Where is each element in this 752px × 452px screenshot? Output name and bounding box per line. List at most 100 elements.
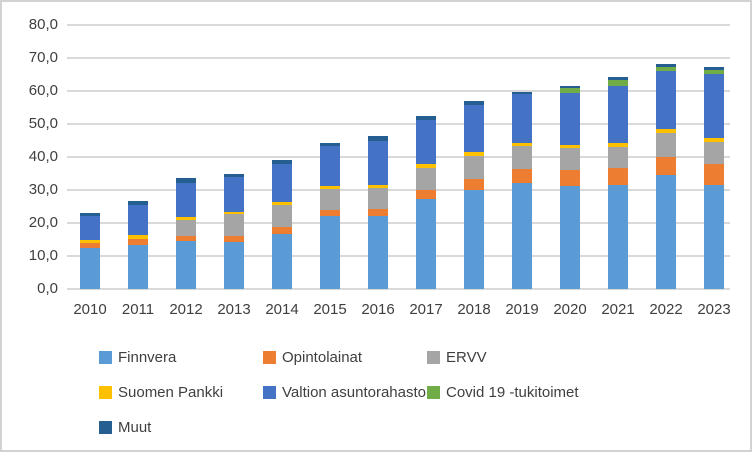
bar-segment-valtion-asuntorahasto [272,164,292,202]
bar-2020 [560,86,580,289]
y-tick-label: 10,0 [28,247,58,264]
bar-2016 [368,136,388,289]
bar-segment-suomen-pankki [560,145,580,148]
bar-segment-muut [272,160,292,164]
legend-swatch-icon [99,386,112,399]
bar-segment-opintolainat [272,227,292,234]
bar-segment-muut [464,101,484,105]
bar-segment-ervv [512,146,532,169]
bar-segment-finnvera [272,234,292,289]
bar-segment-opintolainat [368,209,388,216]
bar-segment-muut [320,143,340,146]
bar-2012 [176,178,196,289]
x-tick-label-2018: 2018 [457,301,491,318]
x-tick-label-2023: 2023 [697,301,731,318]
bar-segment-suomen-pankki [80,240,100,243]
x-tick-label-2015: 2015 [313,301,347,318]
bar-segment-valtion-asuntorahasto [224,177,244,212]
bar-segment-suomen-pankki [416,164,436,168]
gridline [67,90,730,92]
bar-segment-valtion-asuntorahasto [320,146,340,186]
x-tick-label-2016: 2016 [361,301,395,318]
bar-segment-finnvera [656,175,676,289]
bar-segment-muut [416,116,436,120]
bar-segment-finnvera [80,248,100,289]
bar-segment-suomen-pankki [368,185,388,188]
x-tick-label-2022: 2022 [649,301,683,318]
bar-segment-valtion-asuntorahasto [368,141,388,185]
bar-segment-ervv [464,156,484,179]
legend-swatch-icon [99,421,112,434]
bar-segment-suomen-pankki [608,143,628,147]
bar-segment-valtion-asuntorahasto [560,93,580,145]
bar-segment-finnvera [320,216,340,289]
gridline [67,24,730,26]
bar-segment-muut [608,77,628,80]
legend-label: Finnvera [118,349,177,366]
y-tick-label: 30,0 [28,181,58,198]
legend-item-valtion-asuntorahasto: Valtion asuntorahasto [263,384,427,401]
bar-segment-ervv [656,133,676,157]
legend-label: Muut [118,419,152,436]
gridline [67,222,730,224]
bar-segment-valtion-asuntorahasto [176,183,196,217]
bar-segment-suomen-pankki [704,138,724,142]
bar-segment-muut [128,201,148,205]
y-tick-label: 50,0 [28,115,58,132]
bar-segment-suomen-pankki [176,217,196,220]
bar-segment-ervv [272,205,292,227]
bar-segment-muut [80,213,100,216]
bar-2010 [80,213,100,289]
bar-segment-opintolainat [608,168,628,185]
bar-segment-suomen-pankki [464,152,484,156]
legend-item-covid-19-tukitoimet: Covid 19 -tukitoimet [427,384,579,401]
x-tick-label-2021: 2021 [601,301,635,318]
legend-item-muut: Muut [99,419,263,436]
bar-2014 [272,160,292,289]
bar-2018 [464,101,484,289]
bar-segment-opintolainat [128,239,148,245]
legend-swatch-icon [99,351,112,364]
bar-segment-opintolainat [416,190,436,199]
bar-segment-covid-19-tukitoimet [608,80,628,86]
bar-segment-valtion-asuntorahasto [704,74,724,138]
bar-segment-opintolainat [656,157,676,175]
bar-segment-ervv [176,220,196,236]
bar-segment-covid-19-tukitoimet [656,67,676,71]
y-tick-label: 40,0 [28,148,58,165]
y-tick-label: 60,0 [28,82,58,99]
bar-2013 [224,174,244,289]
x-tick-label-2017: 2017 [409,301,443,318]
bar-2019 [512,92,532,289]
bar-segment-covid-19-tukitoimet [560,88,580,93]
bar-2015 [320,143,340,289]
x-tick-label-2012: 2012 [169,301,203,318]
bar-segment-ervv [608,147,628,168]
bar-segment-ervv [416,168,436,190]
bar-2022 [656,64,676,289]
bar-segment-finnvera [704,185,724,289]
bar-segment-ervv [320,189,340,210]
x-axis-line [67,288,730,290]
legend-swatch-icon [427,351,440,364]
plot-area [67,24,730,290]
bar-segment-opintolainat [560,170,580,186]
legend-item-finnvera: Finnvera [99,349,263,366]
bar-segment-opintolainat [320,210,340,216]
bar-segment-finnvera [560,186,580,289]
gridline [67,123,730,125]
bar-segment-finnvera [128,245,148,289]
legend: Finnvera Opintolainat ERVV Suomen Pankki Val… [99,340,579,445]
y-tick-label: 0,0 [37,280,58,297]
bar-segment-finnvera [512,183,532,289]
bar-segment-finnvera [368,216,388,289]
bar-segment-valtion-asuntorahasto [416,120,436,164]
bar-segment-suomen-pankki [224,212,244,214]
gridline [67,156,730,158]
bar-segment-muut [656,64,676,67]
bar-segment-muut [560,86,580,88]
legend-label: Opintolainat [282,349,363,366]
bar-segment-suomen-pankki [128,235,148,239]
bar-segment-opintolainat [224,236,244,242]
